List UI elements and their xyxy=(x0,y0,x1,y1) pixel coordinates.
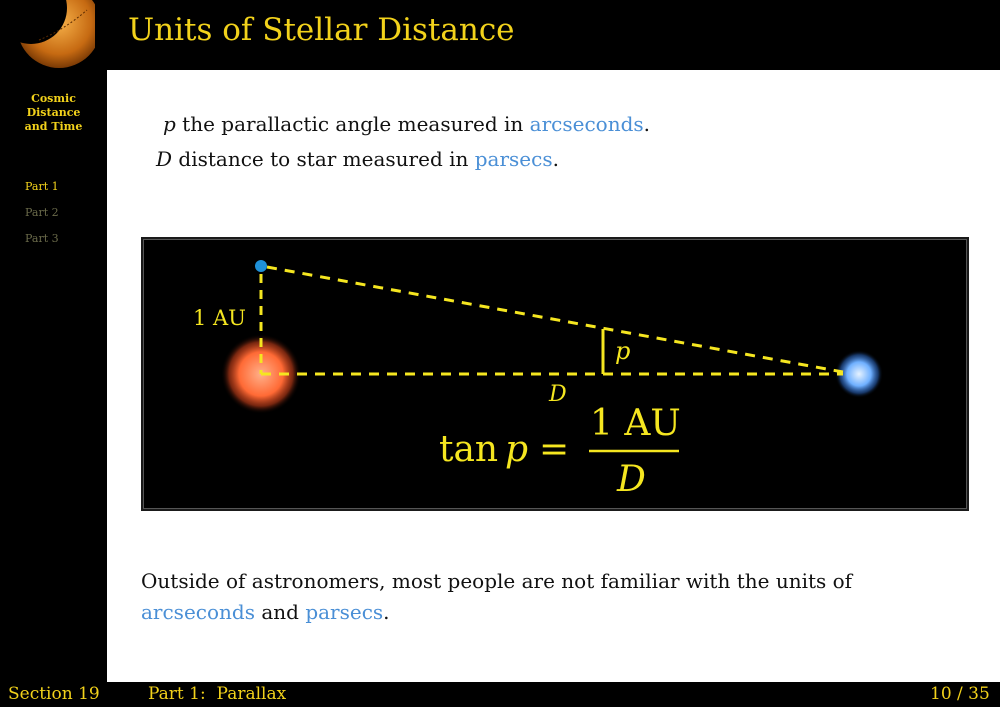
eclipse-logo-icon xyxy=(9,0,95,68)
definition-d: D distance to star measured in parsecs. xyxy=(156,147,559,171)
footer-page-number: 10 / 35 xyxy=(930,684,990,704)
sightline xyxy=(266,265,844,374)
sidebar-item-part-2[interactable]: Part 2 xyxy=(25,206,59,219)
footer-part[interactable]: Part 1: Parallax xyxy=(148,684,287,704)
distance-label: D xyxy=(548,382,567,407)
footer-section[interactable]: Section 19 xyxy=(8,684,100,704)
parsecs-link[interactable]: parsecs xyxy=(474,147,553,171)
arcseconds-link-2[interactable]: arcseconds xyxy=(141,600,255,624)
header-bar: Units of Stellar Distance xyxy=(0,0,1000,70)
slide-content: p the parallactic angle measured in arcs… xyxy=(107,70,1000,682)
footer-bar: Section 19 Part 1: Parallax 10 / 35 xyxy=(0,682,1000,707)
sidebar-item-part-1[interactable]: Part 1 xyxy=(25,180,59,193)
au-label: 1 AU xyxy=(193,306,246,330)
slide-title: Units of Stellar Distance xyxy=(128,12,515,48)
svg-text:p: p xyxy=(505,429,528,470)
sidebar-title[interactable]: Cosmic Distance and Time xyxy=(24,92,83,133)
arcseconds-link[interactable]: arcseconds xyxy=(529,112,644,136)
svg-text:=: = xyxy=(539,429,569,470)
sidebar-item-part-3[interactable]: Part 3 xyxy=(25,232,59,245)
parallax-diagram: 1 AU p D tan p = 1 AU D xyxy=(141,237,969,511)
bottom-paragraph: Outside of astronomers, most people are … xyxy=(141,569,853,624)
angle-label: p xyxy=(615,337,630,365)
tan-equation: tan p = 1 AU D xyxy=(439,403,681,500)
earth-icon xyxy=(255,260,267,272)
svg-text:tan: tan xyxy=(439,429,498,470)
star-icon xyxy=(835,350,883,398)
definition-p: p the parallactic angle measured in arcs… xyxy=(163,112,651,136)
parsecs-link-2[interactable]: parsecs xyxy=(305,600,384,624)
parallax-svg: 1 AU p D tan p = 1 AU D xyxy=(193,260,883,500)
sidebar: Cosmic Distance and Time Part 1 Part 2 P… xyxy=(0,70,107,682)
svg-text:1 AU: 1 AU xyxy=(590,403,681,444)
svg-text:D: D xyxy=(616,459,646,500)
